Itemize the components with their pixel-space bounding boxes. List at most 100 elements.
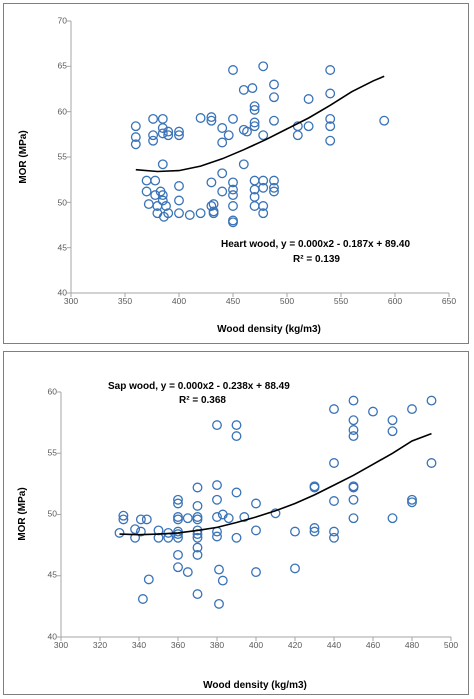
data-point: [141, 186, 152, 197]
data-point: [130, 132, 141, 143]
data-point: [228, 184, 238, 195]
x-tick: 350: [118, 296, 132, 306]
sap-wood-chart-panel: 40 45 50 55 60 300 320 340 360 380 400 4…: [3, 351, 469, 695]
data-point: [269, 175, 279, 186]
data-point: [249, 101, 260, 112]
data-point: [231, 431, 242, 442]
data-point: [173, 549, 183, 560]
data-point: [247, 83, 258, 94]
data-point: [325, 88, 336, 99]
data-point: [258, 130, 269, 141]
data-point: [269, 186, 279, 197]
data-point: [150, 175, 161, 186]
x-tick: 440: [327, 640, 341, 650]
data-point: [238, 84, 249, 95]
data-point: [325, 121, 336, 132]
y-tick: 60: [58, 106, 68, 116]
x-tick: 380: [210, 640, 224, 650]
x-axis-ticks: 300 350 400 450 500 550 600 650: [64, 296, 456, 306]
x-tick: 600: [388, 296, 402, 306]
x-tick: 650: [442, 296, 456, 306]
data-point: [184, 210, 195, 220]
data-point: [137, 594, 148, 604]
y-axis-title: MOR (MPa): [17, 487, 28, 540]
data-point: [217, 575, 228, 586]
data-point: [309, 526, 320, 537]
y-axis-title: MOR (MPa): [18, 130, 29, 183]
data-point: [407, 494, 417, 505]
data-point: [258, 182, 269, 193]
data-point: [212, 494, 222, 505]
y-axis-ticks: 40 45 50 55 60 65 70: [58, 15, 68, 297]
y-axis-ticks: 40 45 50 55 60: [48, 386, 58, 641]
data-point: [208, 208, 219, 219]
data-point: [161, 201, 171, 211]
data-point: [114, 527, 125, 538]
data-point: [157, 190, 168, 201]
data-point: [348, 482, 359, 493]
heart-wood-chart-panel: 40 45 50 55 60 65 70 300 350 400 450 500…: [3, 3, 469, 344]
data-point: [192, 532, 203, 543]
data-point: [141, 175, 152, 186]
x-tick: 360: [171, 640, 185, 650]
data-point: [192, 500, 203, 511]
data-point: [157, 159, 168, 170]
x-axis-ticks: 300 320 340 360 380 400 420 440 460 480 …: [54, 640, 458, 650]
x-tick: 420: [288, 640, 302, 650]
data-point: [130, 121, 141, 132]
data-point: [214, 598, 224, 609]
x-tick: 400: [249, 640, 263, 650]
data-point: [249, 175, 260, 186]
y-tick: 45: [48, 569, 58, 579]
data-point: [329, 526, 339, 537]
data-point: [228, 190, 238, 201]
data-point: [174, 208, 184, 219]
x-axis-title: Wood density (kg/m3): [217, 324, 321, 335]
data-point: [249, 201, 260, 211]
data-point: [118, 514, 129, 525]
data-point: [269, 79, 279, 90]
data-point: [303, 121, 314, 132]
data-point: [329, 532, 339, 543]
data-point: [249, 117, 260, 128]
data-point: [135, 526, 146, 537]
axes: [67, 20, 450, 297]
x-tick: 500: [444, 640, 458, 650]
data-point: [309, 523, 320, 533]
data-point: [368, 406, 378, 417]
r-squared-label: R² = 0.139: [293, 254, 340, 265]
data-point: [348, 513, 359, 524]
data-point: [379, 115, 390, 126]
sap-wood-chart: 40 45 50 55 60 300 320 340 360 380 400 4…: [17, 381, 458, 691]
data-point: [214, 564, 224, 575]
data-point: [148, 113, 159, 124]
data-point: [212, 420, 222, 431]
trendline: [135, 75, 385, 173]
data-point: [148, 135, 159, 146]
data-point: [426, 395, 437, 406]
data-point: [163, 126, 174, 137]
data-point: [174, 181, 184, 191]
data-point: [292, 130, 303, 141]
data-point: [174, 126, 184, 137]
data-point: [387, 513, 398, 524]
data-point: [143, 199, 154, 210]
data-point: [130, 532, 141, 543]
data-point: [325, 113, 336, 124]
data-point: [118, 510, 129, 521]
x-tick: 450: [226, 296, 240, 306]
data-point: [348, 415, 359, 426]
data-point: [249, 104, 260, 115]
data-point: [135, 514, 146, 525]
data-point: [231, 420, 242, 431]
data-point: [212, 480, 222, 491]
data-point: [163, 130, 174, 141]
data-point: [228, 217, 238, 228]
y-tick: 50: [58, 197, 68, 207]
x-tick: 300: [54, 640, 68, 650]
data-point: [348, 431, 359, 442]
data-point: [407, 404, 417, 415]
trendline: [119, 432, 432, 536]
data-point: [217, 186, 228, 197]
data-point: [348, 494, 359, 505]
